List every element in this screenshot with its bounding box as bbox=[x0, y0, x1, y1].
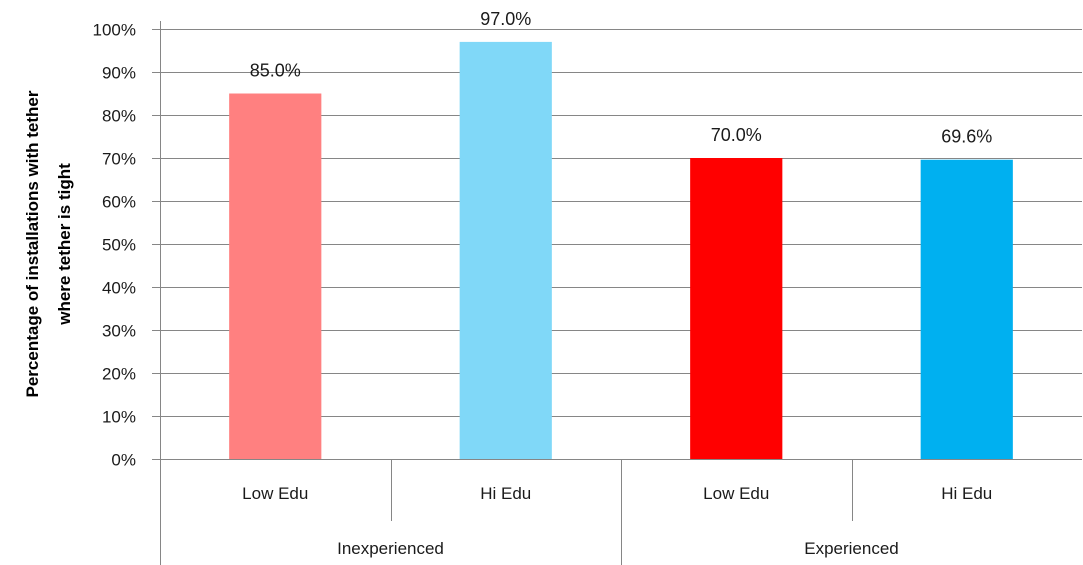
y-tick-label: 20% bbox=[102, 365, 136, 384]
y-axis-label-line-1: Percentage of installations with tether bbox=[23, 90, 42, 397]
bar bbox=[690, 158, 783, 459]
y-tick-label: 80% bbox=[102, 107, 136, 126]
bar bbox=[459, 41, 552, 460]
x-category-label: Hi Edu bbox=[480, 484, 531, 503]
data-label: 69.6% bbox=[941, 127, 992, 147]
data-label: 70.0% bbox=[711, 125, 762, 145]
y-tick-label: 0% bbox=[111, 451, 136, 470]
x-group-label: Experienced bbox=[804, 539, 899, 558]
labels: 0% 10% 20% 30% 40% 50% 60% 70% 80% 90% 100% 85.0% 97… bbox=[93, 9, 993, 558]
y-tick-label: 30% bbox=[102, 322, 136, 341]
y-tick-label: 10% bbox=[102, 408, 136, 427]
x-category-label: Hi Edu bbox=[941, 484, 992, 503]
y-tick-label: 60% bbox=[102, 193, 136, 212]
y-tick-label: 100% bbox=[93, 21, 136, 40]
data-label: 97.0% bbox=[480, 9, 531, 29]
y-tick-label: 50% bbox=[102, 236, 136, 255]
data-label: 85.0% bbox=[250, 61, 301, 81]
y-tick-label: 40% bbox=[102, 279, 136, 298]
x-category-label: Low Edu bbox=[703, 484, 769, 503]
bar bbox=[920, 159, 1013, 459]
y-axis-label-line-2: where tether is tight bbox=[55, 163, 74, 326]
bars bbox=[229, 41, 1013, 460]
axes bbox=[152, 21, 1082, 565]
y-tick-label: 70% bbox=[102, 150, 136, 169]
bar bbox=[229, 93, 322, 459]
x-category-label: Low Edu bbox=[242, 484, 308, 503]
x-group-label: Inexperienced bbox=[337, 539, 444, 558]
y-tick-label: 90% bbox=[102, 64, 136, 83]
